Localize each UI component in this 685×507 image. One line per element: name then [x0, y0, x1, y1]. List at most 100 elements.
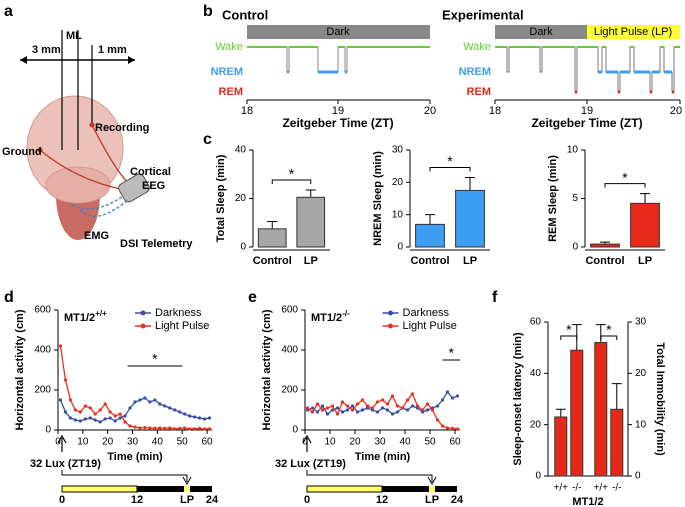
title-sup: +/+ [95, 309, 107, 318]
bar [296, 196, 326, 248]
y-tick-label: 60 [530, 317, 542, 328]
bar-label: Dark [326, 26, 350, 38]
series-point [118, 412, 122, 416]
y-tick-label: 0 [572, 242, 578, 253]
hypnogram-trace [495, 46, 680, 93]
timeline-tick: LP [425, 494, 439, 506]
axis-label: Horizontal activity (cm) [261, 309, 273, 430]
series-point [440, 424, 445, 428]
series-point [455, 394, 460, 398]
bar [570, 349, 584, 477]
series-point [108, 410, 112, 414]
series-point [148, 400, 152, 404]
series-point [68, 416, 73, 420]
y-tick-label: 0 [292, 425, 298, 436]
y-tick-label: 10 [635, 419, 647, 430]
label: EMG [84, 230, 109, 242]
series-point [197, 426, 202, 430]
series-point [178, 426, 182, 430]
panel-label: b [203, 3, 213, 20]
lux-arrow [302, 434, 312, 452]
series-point [188, 414, 192, 418]
significance-bracket [271, 179, 312, 185]
x-tick-label: 50 [424, 437, 436, 448]
y-tick-label: 400 [281, 345, 298, 356]
x-axis-label: Time (min) [355, 451, 411, 463]
series-point [88, 406, 92, 410]
series-point [153, 398, 157, 402]
time-tick-label: 20 [670, 105, 682, 117]
series-point [168, 426, 172, 430]
series-point [118, 416, 122, 420]
series-point [133, 425, 137, 429]
series-point [128, 424, 132, 428]
dark-bar [495, 25, 587, 39]
series-point [395, 410, 400, 414]
x-tick-label: 0 [55, 437, 61, 448]
dark-phase [382, 486, 457, 492]
series-point [350, 408, 355, 412]
legend-swatch [140, 323, 146, 329]
lp-arrow [61, 470, 192, 486]
y-tick-label: 200 [34, 385, 51, 396]
series-point [360, 408, 365, 412]
legend-swatch [140, 310, 146, 316]
axis-label: Total Sleep (min) [215, 154, 227, 242]
series-point [183, 412, 187, 416]
x-tick-label: 40 [152, 437, 164, 448]
series-point [340, 410, 345, 414]
series-point [435, 404, 440, 408]
y-tick-label: 40 [530, 368, 542, 379]
panel-label: a [4, 3, 13, 20]
axis-label: Horizontal activity (cm) [14, 309, 26, 430]
bar [455, 189, 485, 248]
lp-bar [587, 25, 680, 39]
label: Ground [2, 146, 42, 158]
series-point [133, 400, 137, 404]
series-point [375, 410, 380, 414]
x-tick-label: 10 [324, 437, 336, 448]
x-tick-label: Control [410, 255, 449, 267]
series-point [93, 412, 97, 416]
legend-swatch [388, 323, 393, 329]
time-tick-label: 18 [241, 105, 253, 117]
series-point [435, 418, 440, 422]
error-bar [267, 221, 278, 229]
series-point [103, 402, 107, 406]
significance-label: * [566, 322, 572, 338]
series-point [320, 408, 325, 412]
series-point [158, 426, 162, 430]
timeline-tick: 0 [304, 494, 310, 506]
series-point [350, 404, 355, 408]
y-tick-label: 5 [572, 193, 578, 204]
series-point [415, 404, 420, 408]
series-point [355, 402, 360, 406]
time-tick-label: 20 [424, 105, 436, 117]
error-bar [611, 383, 622, 410]
series-point [445, 390, 450, 394]
x-tick-label: +/+ [554, 483, 569, 494]
error-bar [465, 176, 475, 191]
significance-bracket [600, 335, 618, 340]
hypnogram-control: Control Dark Wake NREM REM 18 19 20 Zeit… [211, 7, 437, 130]
series-point [148, 426, 152, 430]
cerebellum [45, 166, 111, 204]
legend-swatch [388, 310, 393, 316]
series-point [68, 398, 73, 402]
series-point [455, 427, 460, 431]
series-point [390, 412, 395, 416]
timeline-tick: 24 [451, 494, 464, 506]
group-label: MT1/2 [572, 496, 603, 507]
series-point [153, 426, 157, 430]
series-point [410, 404, 415, 408]
y-tick-label: 600 [34, 305, 51, 316]
series-point [325, 406, 330, 410]
timeline-tick: LP [180, 494, 194, 506]
hypnogram-title: Control [222, 7, 268, 22]
series-line [307, 390, 458, 415]
series-point [430, 408, 435, 412]
series-point [143, 396, 147, 400]
x-tick-label: -/- [612, 483, 621, 494]
y-tick-label: 600 [281, 305, 298, 316]
series-point [405, 398, 410, 402]
